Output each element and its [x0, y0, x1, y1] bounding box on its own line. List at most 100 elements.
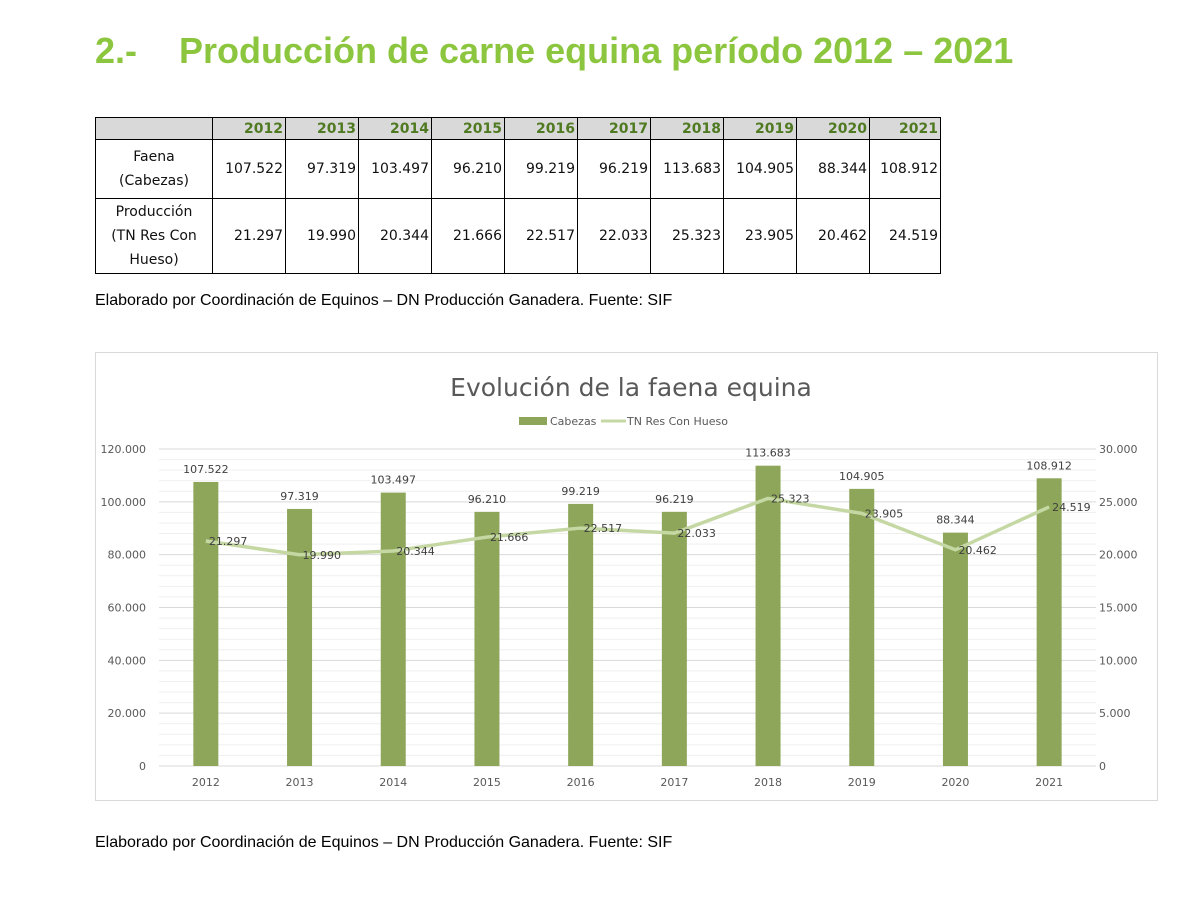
chart-title: Evolución de la faena equina [450, 373, 812, 402]
production-table: 2012 2013 2014 2015 2016 2017 2018 2019 2020 2021… [95, 117, 941, 274]
line-data-label: 19.990 [303, 549, 342, 562]
source-note: Elaborado por Coordinación de Equinos – … [95, 292, 673, 309]
table-cell: 21.297 [212, 198, 286, 274]
table-cell: 21.666 [431, 198, 505, 274]
heading-text: Producción de carne equina período 2012 … [179, 30, 1014, 71]
x-tick: 2013 [286, 776, 314, 789]
year-header: 2018 [650, 117, 724, 140]
year-header: 2016 [504, 117, 578, 140]
y-right-tick: 30.000 [1099, 443, 1138, 456]
faena-chart: 0 20.000 40.000 60.000 80.000 100.000 120.000 0… [101, 373, 1138, 789]
line-data-label: 20.462 [958, 544, 997, 557]
x-tick: 2018 [754, 776, 782, 789]
bar-data-label: 108.912 [1026, 459, 1072, 472]
bar-cabezas [849, 488, 875, 766]
table-cell: 25.323 [650, 198, 724, 274]
bar-cabezas [287, 508, 313, 766]
year-header: 2019 [723, 117, 797, 140]
table-cell: 20.462 [796, 198, 870, 274]
y-right-tick: 20.000 [1099, 549, 1138, 562]
x-tick: 2020 [941, 776, 969, 789]
table-cell: 19.990 [285, 198, 359, 274]
row-label: Producción (TN Res Con Hueso) [95, 198, 213, 274]
legend-bar-swatch [519, 417, 547, 425]
bar-data-label: 99.219 [561, 485, 600, 498]
year-header: 2021 [869, 117, 941, 140]
bar-data-label: 104.905 [839, 470, 885, 483]
x-tick: 2016 [567, 776, 595, 789]
bar-data-label: 96.219 [655, 493, 694, 506]
heading-number: 2.- [95, 30, 138, 71]
line-data-label: 25.323 [771, 492, 810, 505]
page-heading: 2.- Producción de carne equina período 20… [95, 30, 1013, 72]
bar-cabezas [661, 511, 687, 766]
bar-cabezas [942, 532, 968, 766]
bar-data-label: 97.319 [280, 490, 319, 503]
table-cell: 108.912 [869, 139, 941, 199]
line-data-label: 23.905 [865, 507, 904, 520]
y-left-tick: 120.000 [101, 443, 147, 456]
table-cell: 20.344 [358, 198, 432, 274]
bar-cabezas [1036, 478, 1062, 766]
table-cell: 23.905 [723, 198, 797, 274]
table-cell: 104.905 [723, 139, 797, 199]
source-note-2: Elaborado por Coordinación de Equinos – … [95, 834, 673, 851]
table-row: Faena (Cabezas) 107.522 97.319 103.497 96.21… [95, 139, 941, 199]
table-cell: 22.033 [577, 198, 651, 274]
x-tick: 2015 [473, 776, 501, 789]
line-data-label: 21.297 [209, 535, 248, 548]
y-right-tick: 15.000 [1099, 602, 1138, 615]
y-right-tick: 0 [1099, 760, 1106, 773]
y-left-tick: 0 [139, 760, 146, 773]
table-cell: 113.683 [650, 139, 724, 199]
chart-container: 0 20.000 40.000 60.000 80.000 100.000 120.000 0… [95, 352, 1158, 801]
legend-label: Cabezas [550, 415, 597, 428]
table-cell: 96.219 [577, 139, 651, 199]
line-data-label: 21.666 [490, 531, 529, 544]
line-data-label: 22.517 [584, 522, 623, 535]
bar-data-label: 88.344 [936, 514, 975, 527]
table-row: Producción (TN Res Con Hueso) 21.297 19.99… [95, 198, 941, 274]
bar-cabezas [755, 465, 781, 766]
year-header: 2020 [796, 117, 870, 140]
year-header: 2013 [285, 117, 359, 140]
year-header: 2014 [358, 117, 432, 140]
table-cell: 99.219 [504, 139, 578, 199]
y-left-tick: 40.000 [108, 654, 147, 667]
bar-data-label: 103.497 [371, 474, 417, 487]
y-left-tick: 60.000 [108, 602, 147, 615]
y-right-tick: 10.000 [1099, 654, 1138, 667]
x-tick: 2021 [1035, 776, 1063, 789]
bar-cabezas [474, 511, 500, 766]
legend-label: TN Res Con Hueso [626, 415, 728, 428]
bar-cabezas [193, 481, 219, 766]
year-header: 2015 [431, 117, 505, 140]
table-cell: 97.319 [285, 139, 359, 199]
line-data-label: 24.519 [1052, 501, 1091, 514]
table-cell: 107.522 [212, 139, 286, 199]
row-label: Faena (Cabezas) [95, 139, 213, 199]
y-left-tick: 100.000 [101, 496, 147, 509]
bar-data-label: 113.683 [745, 447, 791, 460]
bar-cabezas [568, 503, 594, 766]
bar-cabezas [380, 492, 406, 766]
year-header: 2017 [577, 117, 651, 140]
x-tick: 2012 [192, 776, 220, 789]
table-cell: 103.497 [358, 139, 432, 199]
table-corner [95, 117, 213, 140]
y-left-tick: 20.000 [108, 707, 147, 720]
bar-data-label: 107.522 [183, 463, 229, 476]
table-cell: 88.344 [796, 139, 870, 199]
line-data-label: 20.344 [396, 545, 435, 558]
table-cell: 24.519 [869, 198, 941, 274]
x-tick: 2014 [379, 776, 407, 789]
x-tick: 2019 [848, 776, 876, 789]
table-cell: 96.210 [431, 139, 505, 199]
y-left-tick: 80.000 [108, 549, 147, 562]
x-tick: 2017 [660, 776, 688, 789]
year-header: 2012 [212, 117, 286, 140]
line-tn-res [205, 496, 1050, 557]
bar-data-label: 96.210 [468, 493, 507, 506]
y-right-tick: 5.000 [1099, 707, 1131, 720]
table-cell: 22.517 [504, 198, 578, 274]
